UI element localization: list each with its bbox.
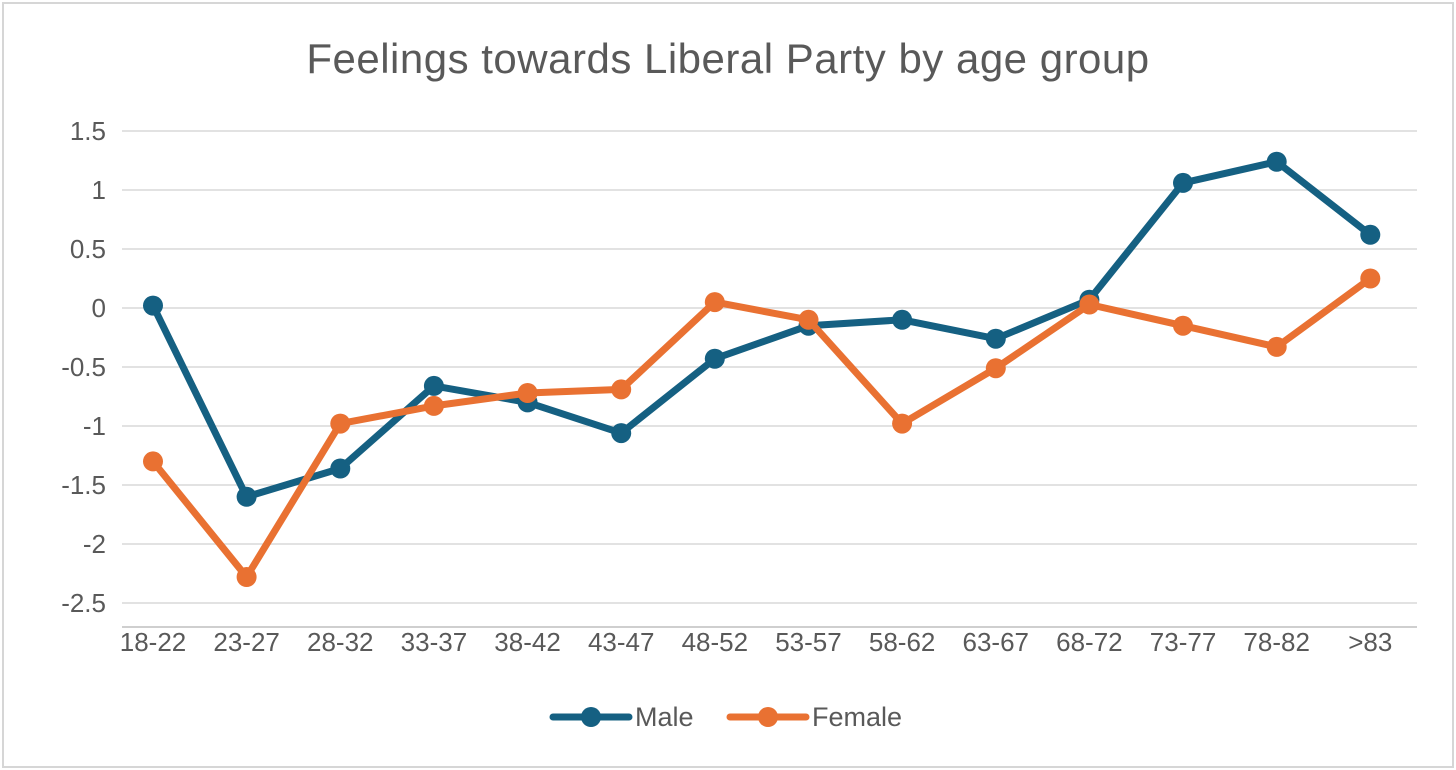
x-tick-label: 18-22: [120, 627, 187, 657]
y-tick-label: -1: [83, 411, 106, 441]
y-tick-label: 1: [92, 175, 106, 205]
x-tick-label: 28-32: [307, 627, 374, 657]
data-point-female: [892, 413, 913, 434]
data-point-male: [143, 295, 163, 316]
data-point-female: [611, 379, 632, 400]
data-point-male: [423, 375, 444, 396]
data-point-female: [330, 413, 351, 434]
chart-title: Feelings towards Liberal Party by age gr…: [306, 35, 1150, 82]
data-point-male: [704, 348, 725, 369]
x-tick-label: 38-42: [494, 627, 561, 657]
x-tick-label: 63-67: [963, 627, 1030, 657]
legend-item-female: Female: [726, 702, 902, 732]
x-tick-label: 78-82: [1243, 627, 1310, 657]
data-point-male: [985, 328, 1006, 349]
data-point-male: [330, 458, 351, 479]
y-tick-label: 0.5: [70, 234, 106, 264]
data-point-male: [236, 486, 257, 507]
data-point-male: [1173, 172, 1193, 193]
x-tick-label: 53-57: [775, 627, 842, 657]
x-tick-label: 68-72: [1056, 627, 1123, 657]
data-point-female: [143, 451, 163, 472]
x-tick-label: >83: [1348, 627, 1392, 657]
data-point-female: [704, 292, 725, 313]
data-point-male: [1360, 224, 1381, 245]
x-tick-label: 73-77: [1150, 627, 1217, 657]
x-tick-label: 48-52: [682, 627, 749, 657]
series-male: [143, 151, 1381, 507]
data-point-female: [517, 383, 538, 403]
legend-dot-marker: [758, 707, 778, 727]
data-point-female: [1173, 315, 1193, 336]
data-point-male: [892, 309, 913, 330]
legend-label: Female: [812, 702, 902, 732]
x-tick-label: 33-37: [401, 627, 468, 657]
legend: Male Female: [549, 702, 902, 732]
data-point-male: [611, 423, 632, 444]
y-tick-label: -2.5: [61, 588, 106, 618]
legend-item-male: Male: [549, 702, 694, 732]
y-tick-label: 0: [92, 293, 106, 323]
legend-dot-marker: [581, 707, 601, 727]
legend-label: Male: [635, 702, 694, 732]
series-female: [143, 268, 1381, 587]
data-point-female: [1079, 294, 1100, 315]
y-tick-label: -1.5: [61, 470, 106, 500]
data-point-female: [985, 358, 1006, 379]
data-point-female: [236, 567, 257, 587]
data-point-female: [1360, 268, 1381, 289]
x-tick-label: 43-47: [588, 627, 655, 657]
data-point-female: [423, 395, 444, 416]
y-axis-tick-labels: 1.5 1 0.5 0 -0.5 -1 -1.5 -2 -2.5: [61, 116, 106, 618]
y-tick-label: 1.5: [70, 116, 106, 146]
y-tick-label: -2: [83, 529, 106, 559]
data-point-male: [1266, 151, 1287, 172]
gridlines: [122, 130, 1417, 604]
x-axis-tick-labels: 18-22 23-27 28-32 33-37 38-42 43-47 48-52 53-57…: [120, 627, 1393, 657]
series-line-female: [149, 275, 1374, 581]
y-tick-label: -0.5: [61, 352, 106, 382]
data-point-female: [1266, 336, 1287, 357]
series-line-male: [149, 158, 1374, 501]
data-point-female: [798, 309, 819, 330]
x-tick-label: 23-27: [213, 627, 280, 657]
x-tick-label: 58-62: [869, 627, 936, 657]
